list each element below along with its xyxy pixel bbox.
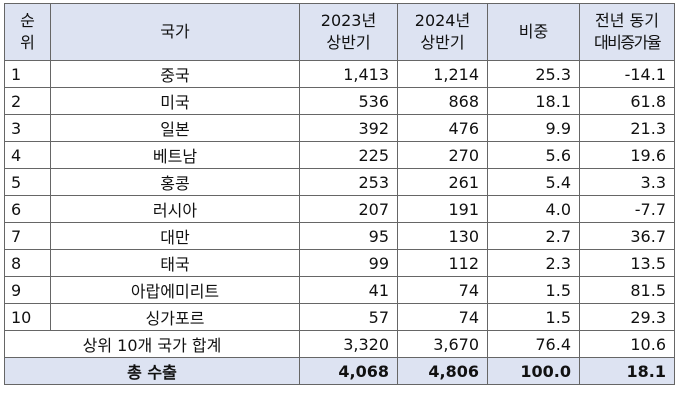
cell-2024: 476 xyxy=(397,114,488,142)
header-country: 국가 xyxy=(50,3,300,61)
cell-country: 태국 xyxy=(50,249,300,277)
header-2023-line2: 상반기 xyxy=(326,33,371,52)
cell-yoy: 81.5 xyxy=(579,276,675,304)
cell-rank: 7 xyxy=(4,222,51,250)
cell-yoy: 3.3 xyxy=(579,168,675,196)
table-row: 7 대만 95 130 2.7 36.7 xyxy=(4,222,675,250)
table-row: 2 미국 536 868 18.1 61.8 xyxy=(4,87,675,115)
table-row: 9 아랍에미리트 41 74 1.5 81.5 xyxy=(4,276,675,304)
header-rank-line1: 순 xyxy=(20,11,35,30)
table-row: 6 러시아 207 191 4.0 -7.7 xyxy=(4,195,675,223)
header-2024-line2: 상반기 xyxy=(420,33,465,52)
subtotal-2023: 3,320 xyxy=(299,330,398,358)
header-2024: 2024년 상반기 xyxy=(397,3,488,61)
cell-country: 홍콩 xyxy=(50,168,300,196)
header-2023: 2023년 상반기 xyxy=(299,3,398,61)
subtotal-row: 상위 10개 국가 합계 3,320 3,670 76.4 10.6 xyxy=(4,330,675,358)
cell-2024: 130 xyxy=(397,222,488,250)
cell-rank: 10 xyxy=(4,303,51,331)
cell-rank: 4 xyxy=(4,141,51,169)
cell-2024: 270 xyxy=(397,141,488,169)
cell-2024: 868 xyxy=(397,87,488,115)
table-row: 4 베트남 225 270 5.6 19.6 xyxy=(4,141,675,169)
cell-share: 1.5 xyxy=(487,276,580,304)
cell-2023: 207 xyxy=(299,195,398,223)
cell-2024: 74 xyxy=(397,303,488,331)
cell-2023: 392 xyxy=(299,114,398,142)
table-row: 10 싱가포르 57 74 1.5 29.3 xyxy=(4,303,675,331)
header-share: 비중 xyxy=(487,3,580,61)
cell-2024: 74 xyxy=(397,276,488,304)
cell-yoy: 36.7 xyxy=(579,222,675,250)
cell-2023: 57 xyxy=(299,303,398,331)
header-2024-line1: 2024년 xyxy=(414,11,471,30)
total-share: 100.0 xyxy=(487,357,580,385)
header-yoy-line1: 전년 동기 xyxy=(595,11,659,30)
cell-2023: 536 xyxy=(299,87,398,115)
cell-2024: 261 xyxy=(397,168,488,196)
cell-country: 베트남 xyxy=(50,141,300,169)
header-yoy-line2: 대비증가율 xyxy=(593,33,662,52)
subtotal-yoy: 10.6 xyxy=(579,330,675,358)
cell-country: 일본 xyxy=(50,114,300,142)
cell-country: 미국 xyxy=(50,87,300,115)
cell-rank: 6 xyxy=(4,195,51,223)
cell-rank: 5 xyxy=(4,168,51,196)
cell-share: 5.4 xyxy=(487,168,580,196)
table-row: 8 태국 99 112 2.3 13.5 xyxy=(4,249,675,277)
total-yoy: 18.1 xyxy=(579,357,675,385)
cell-yoy: 19.6 xyxy=(579,141,675,169)
header-rank-line2: 위 xyxy=(20,33,35,52)
cell-yoy: 61.8 xyxy=(579,87,675,115)
cell-country: 대만 xyxy=(50,222,300,250)
subtotal-2024: 3,670 xyxy=(397,330,488,358)
cell-share: 2.3 xyxy=(487,249,580,277)
cell-share: 18.1 xyxy=(487,87,580,115)
cell-share: 5.6 xyxy=(487,141,580,169)
cell-country: 중국 xyxy=(50,60,300,88)
subtotal-label: 상위 10개 국가 합계 xyxy=(4,330,300,358)
cell-2023: 41 xyxy=(299,276,398,304)
total-row: 총 수출 4,068 4,806 100.0 18.1 xyxy=(4,357,675,385)
cell-share: 1.5 xyxy=(487,303,580,331)
cell-yoy: -7.7 xyxy=(579,195,675,223)
subtotal-share: 76.4 xyxy=(487,330,580,358)
cell-2023: 225 xyxy=(299,141,398,169)
table-row: 3 일본 392 476 9.9 21.3 xyxy=(4,114,675,142)
export-table: 순 위 국가 2023년 상반기 2024년 상반기 비중 전년 동기 대비증가… xyxy=(4,3,675,385)
cell-rank: 1 xyxy=(4,60,51,88)
cell-2023: 99 xyxy=(299,249,398,277)
cell-rank: 3 xyxy=(4,114,51,142)
cell-yoy: 13.5 xyxy=(579,249,675,277)
header-row: 순 위 국가 2023년 상반기 2024년 상반기 비중 전년 동기 대비증가… xyxy=(4,3,675,61)
total-2024: 4,806 xyxy=(397,357,488,385)
cell-2024: 112 xyxy=(397,249,488,277)
cell-share: 2.7 xyxy=(487,222,580,250)
header-2023-line1: 2023년 xyxy=(320,11,377,30)
table-row: 1 중국 1,413 1,214 25.3 -14.1 xyxy=(4,60,675,88)
header-rank: 순 위 xyxy=(4,3,51,61)
cell-share: 25.3 xyxy=(487,60,580,88)
cell-2023: 95 xyxy=(299,222,398,250)
cell-2023: 253 xyxy=(299,168,398,196)
total-2023: 4,068 xyxy=(299,357,398,385)
total-label: 총 수출 xyxy=(4,357,300,385)
cell-rank: 8 xyxy=(4,249,51,277)
cell-rank: 9 xyxy=(4,276,51,304)
cell-2024: 1,214 xyxy=(397,60,488,88)
cell-yoy: 21.3 xyxy=(579,114,675,142)
cell-share: 4.0 xyxy=(487,195,580,223)
table-body: 1 중국 1,413 1,214 25.3 -14.1 2 미국 536 868 18.1 61.8 3… xyxy=(4,60,675,385)
header-yoy: 전년 동기 대비증가율 xyxy=(579,3,675,61)
cell-rank: 2 xyxy=(4,87,51,115)
cell-country: 러시아 xyxy=(50,195,300,223)
cell-2024: 191 xyxy=(397,195,488,223)
cell-2023: 1,413 xyxy=(299,60,398,88)
table-row: 5 홍콩 253 261 5.4 3.3 xyxy=(4,168,675,196)
cell-share: 9.9 xyxy=(487,114,580,142)
cell-yoy: -14.1 xyxy=(579,60,675,88)
cell-country: 싱가포르 xyxy=(50,303,300,331)
cell-yoy: 29.3 xyxy=(579,303,675,331)
cell-country: 아랍에미리트 xyxy=(50,276,300,304)
